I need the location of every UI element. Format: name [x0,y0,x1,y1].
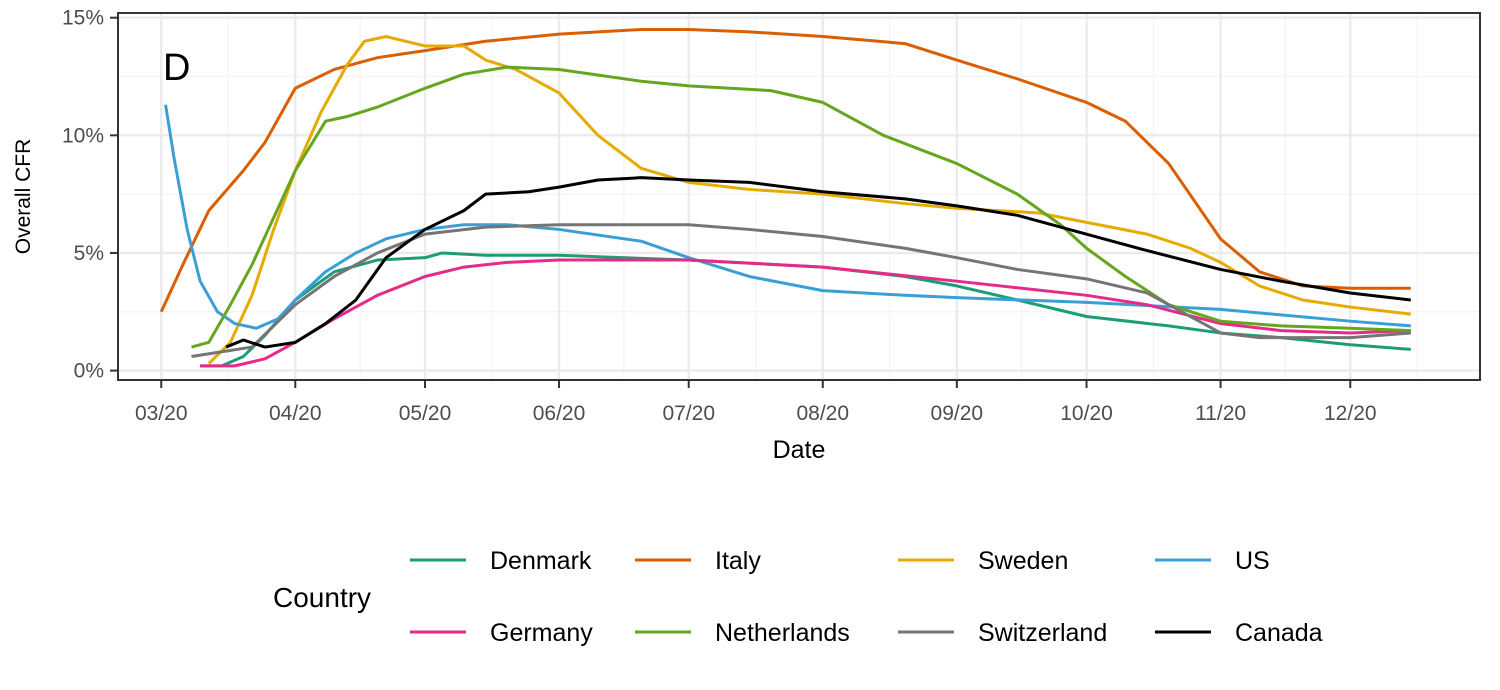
legend-item-switzerland: Switzerland [898,619,1107,647]
legend-item-canada: Canada [1155,619,1323,647]
y-tick-label: 10% [62,124,104,147]
legend-label: Netherlands [715,619,850,647]
legend-label: Canada [1235,619,1323,647]
legend-item-italy: Italy [635,547,761,575]
legend-label: Italy [715,547,761,575]
y-tick-label: 15% [62,7,104,30]
legend-label: Sweden [978,547,1068,575]
x-tick-label: 06/20 [533,402,586,425]
x-tick-label: 12/20 [1324,402,1377,425]
legend: Country Denmark Italy Sweden US Germany Nethe… [273,547,1323,647]
x-tick-label: 04/20 [269,402,322,425]
y-axis: 0% 5% 10% 15% [62,7,118,383]
series-line-us [164,104,1411,330]
panel-border [117,12,1481,381]
legend-item-netherlands: Netherlands [635,619,850,647]
legend-item-germany: Germany [410,619,593,647]
x-tick-label: 07/20 [662,402,715,425]
grid-major-y [118,16,1480,372]
x-tick-label: 10/20 [1060,402,1113,425]
x-axis-title: Date [773,436,826,464]
x-tick-label: 09/20 [931,402,984,425]
legend-label: Germany [490,619,593,647]
legend-item-sweden: Sweden [898,547,1068,575]
y-axis-title: Overall CFR [12,139,35,255]
x-tick-label: 08/20 [796,402,849,425]
legend-items: Denmark Italy Sweden US Germany Netherlands Sw… [410,547,1323,647]
grid-major-x [160,13,1352,380]
x-axis: 03/20 04/20 05/20 06/20 07/20 08/20 09/20 10/20… [135,380,1377,425]
series-line-canada [225,176,1411,349]
y-tick-label: 5% [74,242,104,265]
x-tick-label: 05/20 [399,402,452,425]
legend-item-us: US [1155,547,1270,575]
legend-item-denmark: Denmark [410,547,592,575]
legend-title: Country [273,582,371,613]
x-tick-label: 11/20 [1195,402,1246,425]
series-line-switzerland [191,223,1411,358]
plot-panel: D [117,12,1481,381]
series-line-sweden [207,35,1411,365]
series-layer [159,27,1411,368]
y-tick-label: 0% [74,360,104,383]
panel-label: D [163,47,190,89]
series-line-italy [159,27,1411,313]
legend-label: US [1235,547,1270,575]
legend-label: Switzerland [978,619,1107,647]
panel-background [118,13,1480,380]
legend-label: Denmark [490,547,592,575]
x-tick-label: 03/20 [135,402,188,425]
